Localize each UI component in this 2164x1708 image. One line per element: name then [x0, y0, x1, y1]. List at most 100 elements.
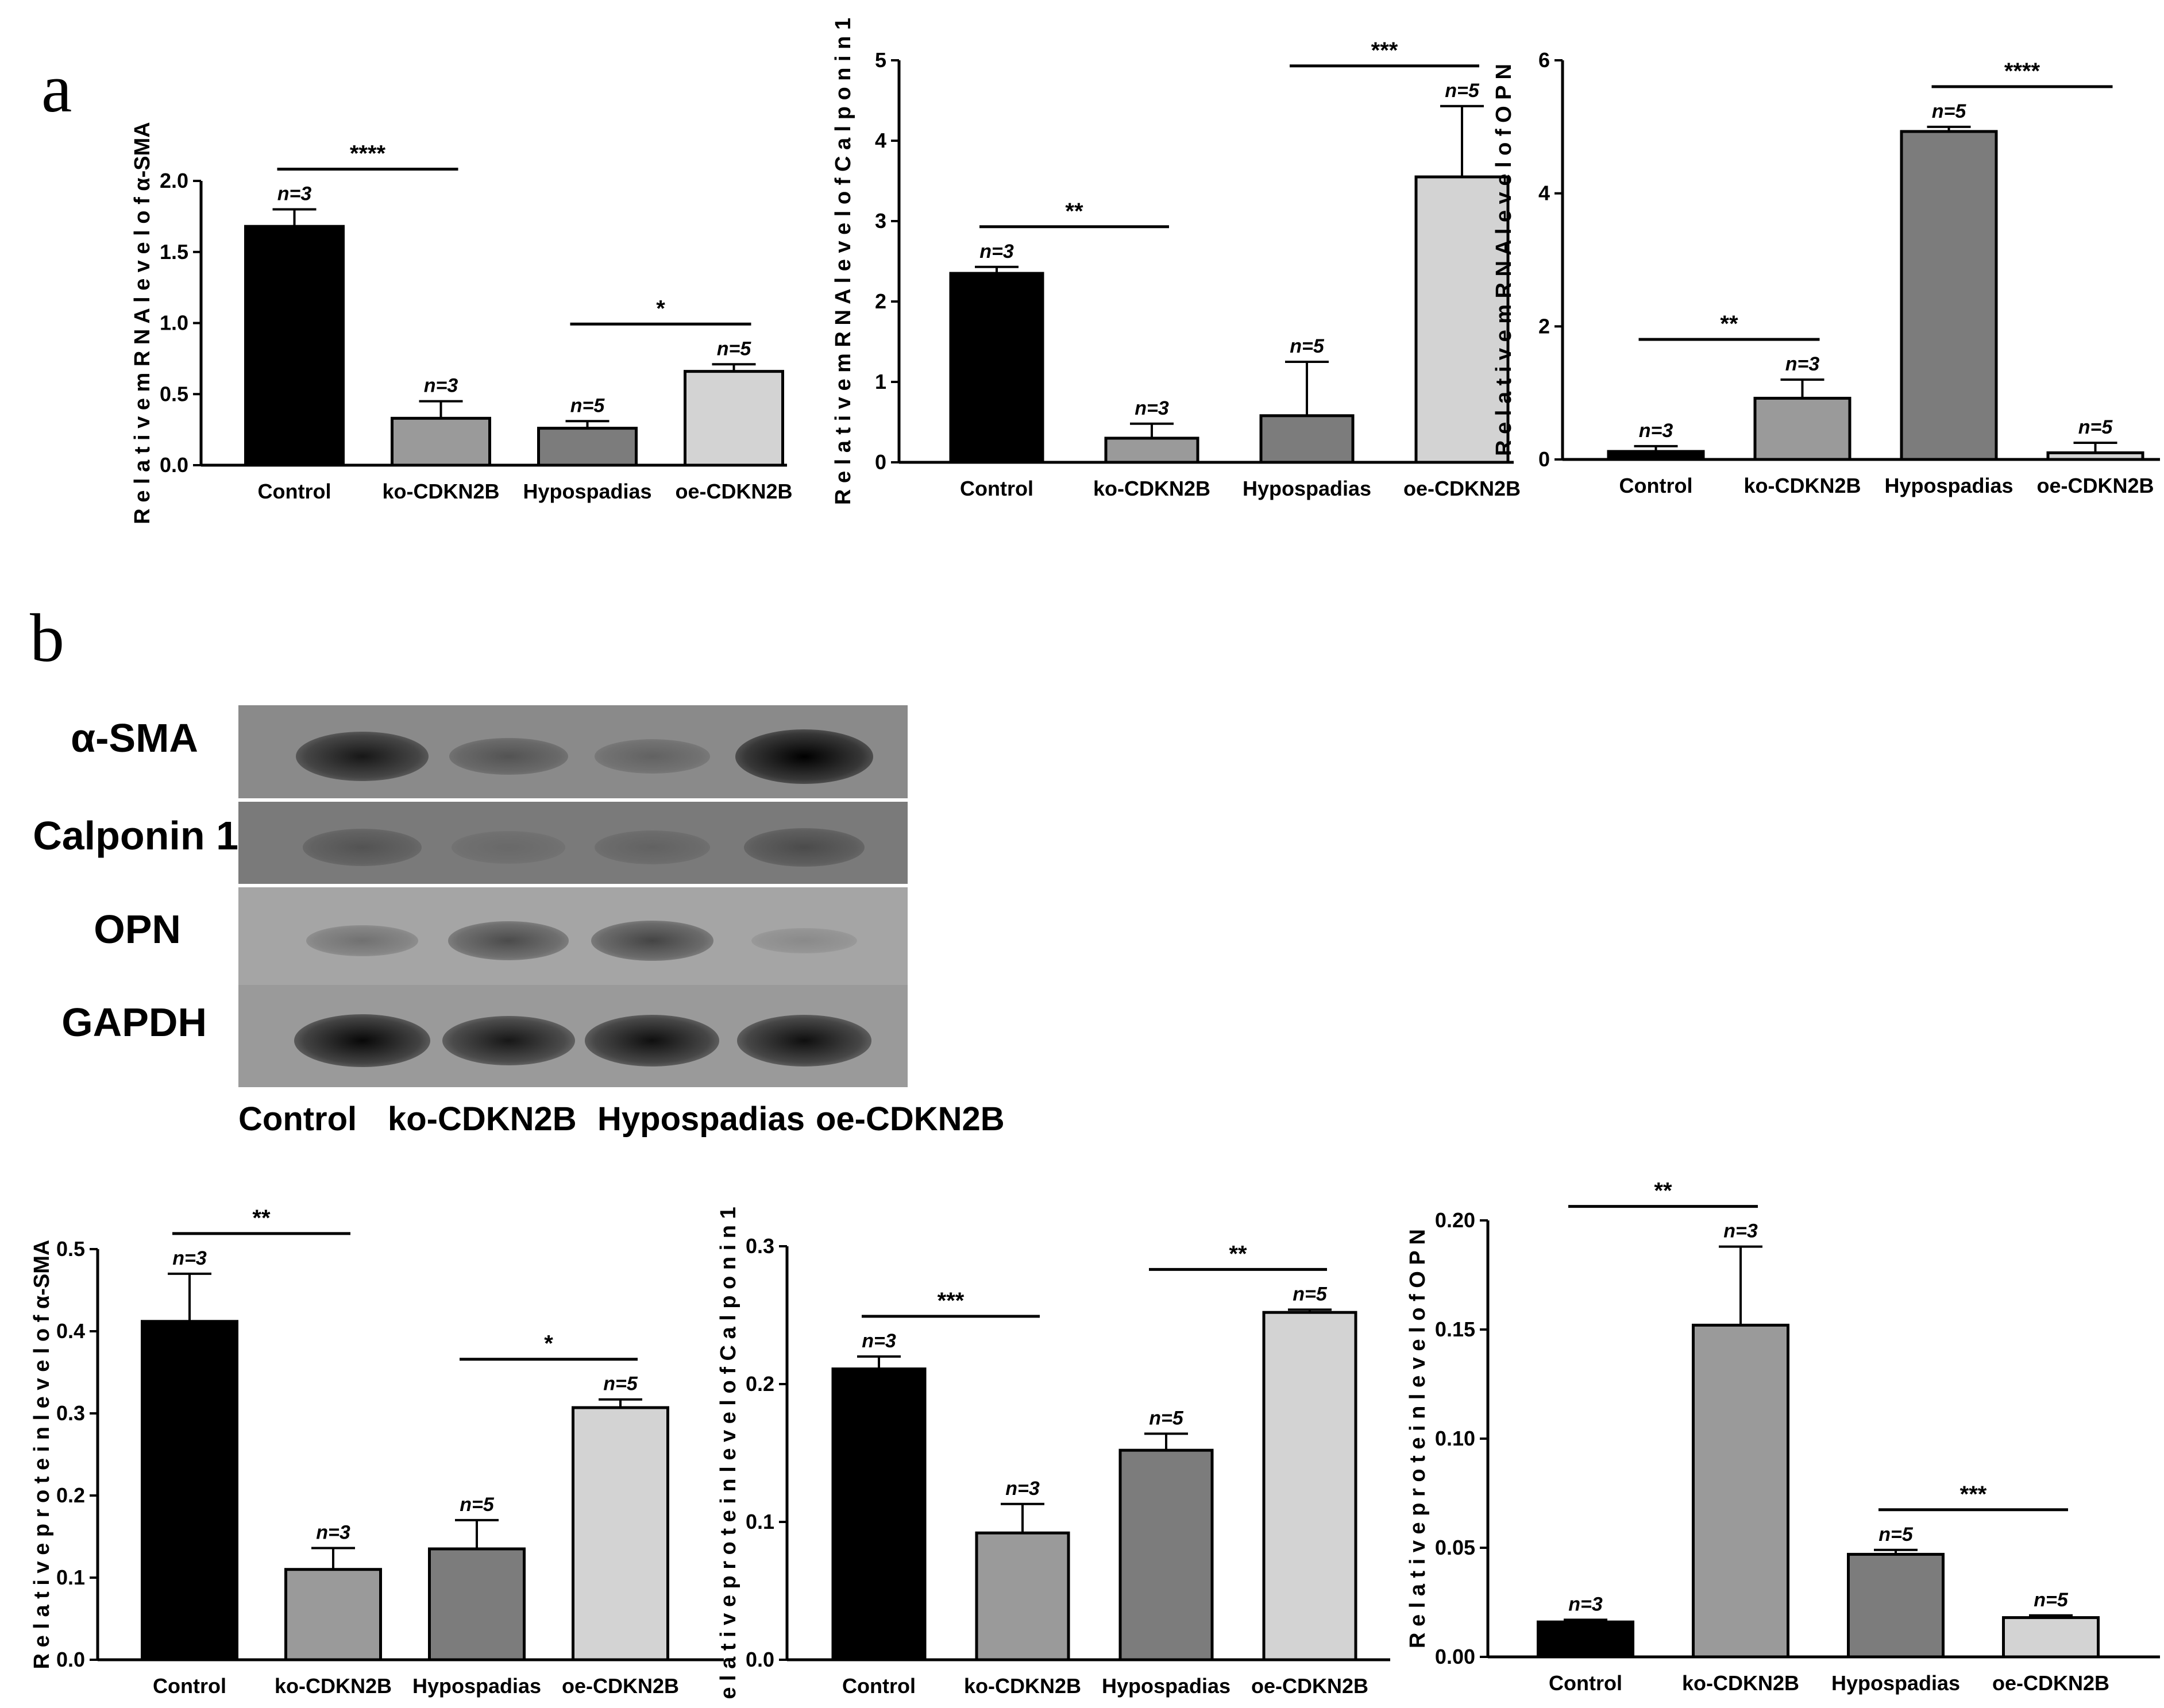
- y-tick-label: 4: [1538, 181, 1550, 205]
- bar: [284, 1568, 382, 1661]
- n-label: n=3: [1568, 1593, 1603, 1615]
- y-tick-label: 0.05: [1435, 1536, 1475, 1559]
- n-label: n=3: [424, 375, 458, 397]
- panel-label-a: a: [41, 50, 72, 126]
- bar: [141, 1320, 238, 1661]
- blot-band: [306, 925, 418, 956]
- y-tick-label: 0.0: [56, 1648, 85, 1671]
- significance-label: ****: [2004, 59, 2040, 84]
- chart-mrna-opn: 0 2 4 6 R e l a t i v e m R N A l e v e l o …: [1492, 48, 2160, 497]
- category-label: Hypospadias: [1884, 474, 2013, 497]
- n-label: n=5: [570, 395, 605, 416]
- category-label: Control: [258, 480, 331, 503]
- significance-label: **: [1720, 311, 1738, 337]
- bar: [244, 225, 345, 467]
- category-label: Hypospadias: [1102, 1674, 1230, 1698]
- bar: [1753, 396, 1851, 461]
- significance-label: **: [1229, 1241, 1247, 1266]
- significance-label: *: [656, 296, 665, 321]
- y-tick-label: 0.2: [56, 1483, 85, 1507]
- y-tick-label: 0.0: [746, 1648, 774, 1671]
- n-label: n=5: [1932, 101, 1967, 122]
- bar: [1692, 1323, 1789, 1659]
- y-tick-label: 0.4: [56, 1319, 85, 1343]
- category-label: Control: [1619, 474, 1693, 497]
- chart-protein-asma: 0.0 0.1 0.2 0.3 0.4 0.5R e l a t i v e p r o …: [30, 1205, 724, 1698]
- blot-band: [452, 831, 565, 864]
- n-label: n=5: [1149, 1407, 1184, 1429]
- blot-band: [594, 830, 710, 865]
- n-label: n=3: [979, 241, 1014, 262]
- category-label: oe-CDKN2B: [562, 1674, 679, 1698]
- n-label: n=5: [460, 1494, 495, 1516]
- y-axis-label: R e l a t i v e p r o t e i n l e v e l …: [1406, 1229, 1430, 1648]
- y-axis-label: R e l a t i v e m R N A l e v e l o f C …: [831, 18, 855, 505]
- y-tick-label: 0.10: [1435, 1427, 1475, 1450]
- n-label: n=3: [172, 1247, 207, 1269]
- y-tick-label: 6: [1538, 48, 1550, 72]
- category-label: oe-CDKN2B: [1251, 1674, 1368, 1698]
- y-axis-label: R e l a t i v e p r o t e i n l e v e l …: [30, 1240, 54, 1670]
- significance-label: ***: [1371, 38, 1398, 63]
- n-label: n=3: [1639, 420, 1673, 442]
- blot-band: [449, 737, 568, 775]
- y-axis-label: R e l a t i v e m R N A l e v e l o f O …: [1492, 64, 1516, 456]
- blot-band: [591, 920, 713, 961]
- n-label: n=5: [1290, 335, 1325, 357]
- y-tick-label: 0.2: [746, 1372, 774, 1396]
- y-tick-label: 2: [875, 289, 886, 313]
- y-tick-label: 0.3: [56, 1401, 85, 1425]
- significance-label: **: [1654, 1178, 1672, 1204]
- y-tick-label: 4: [875, 129, 886, 152]
- significance-label: ***: [938, 1288, 965, 1313]
- n-label: n=3: [277, 183, 312, 205]
- bar: [1607, 450, 1705, 461]
- bar: [428, 1547, 526, 1661]
- n-label: n=5: [2034, 1589, 2069, 1611]
- bar: [1900, 130, 1998, 461]
- y-tick-label: 2.0: [160, 169, 188, 192]
- western-blot: [238, 705, 908, 1087]
- n-label: n=5: [1878, 1524, 1914, 1545]
- y-axis-label: R e l a t i v e m R N A l e v e l o f α-…: [130, 122, 155, 524]
- category-label: oe-CDKN2B: [675, 480, 792, 503]
- category-label: Hypospadias: [412, 1674, 541, 1698]
- blot-band: [302, 829, 422, 866]
- bar: [1262, 1311, 1357, 1661]
- n-label: n=5: [1445, 80, 1480, 102]
- bar: [1537, 1620, 1634, 1659]
- blot-row-opn: [238, 887, 908, 985]
- blot-band: [594, 739, 710, 774]
- significance-label: **: [1065, 199, 1083, 224]
- y-tick-label: 0.5: [56, 1237, 85, 1261]
- bar: [975, 1531, 1070, 1661]
- n-label: n=3: [316, 1522, 350, 1544]
- y-tick-label: 0.15: [1435, 1317, 1475, 1341]
- lane-label-control: Control: [238, 1100, 357, 1138]
- category-label: oe-CDKN2B: [1992, 1671, 2109, 1695]
- bar: [1414, 175, 1510, 464]
- n-label: n=3: [1135, 397, 1169, 419]
- y-tick-label: 0.1: [746, 1510, 774, 1533]
- y-tick-label: 0: [875, 450, 886, 474]
- bar: [684, 370, 784, 467]
- chart-protein-opn: 0.00 0.05 0.10 0.15 0.20R e l a t i v e p r …: [1406, 1178, 2160, 1695]
- y-tick-label: 0.0: [160, 453, 188, 477]
- blot-band: [295, 731, 429, 782]
- category-label: ko-CDKN2B: [1682, 1671, 1799, 1695]
- blot-label-2: OPN: [94, 907, 181, 952]
- n-label: n=3: [1723, 1220, 1758, 1242]
- lane-label-oe: oe-CDKN2B: [816, 1100, 1005, 1138]
- blot-band: [448, 921, 569, 960]
- n-label: n=3: [862, 1330, 896, 1352]
- n-label: n=5: [1293, 1283, 1328, 1305]
- y-axis-label: e l a t i v e p r o t e i n l e v e l o …: [716, 1207, 740, 1699]
- n-label: n=3: [1005, 1478, 1040, 1500]
- category-label: ko-CDKN2B: [964, 1674, 1081, 1698]
- blot-band: [442, 1015, 575, 1066]
- category-label: Control: [842, 1674, 916, 1698]
- blot-label-3: GAPDH: [61, 1000, 207, 1045]
- blot-row-gapdh: [238, 985, 908, 1087]
- category-label: Control: [1549, 1671, 1622, 1695]
- bar: [2002, 1616, 2100, 1659]
